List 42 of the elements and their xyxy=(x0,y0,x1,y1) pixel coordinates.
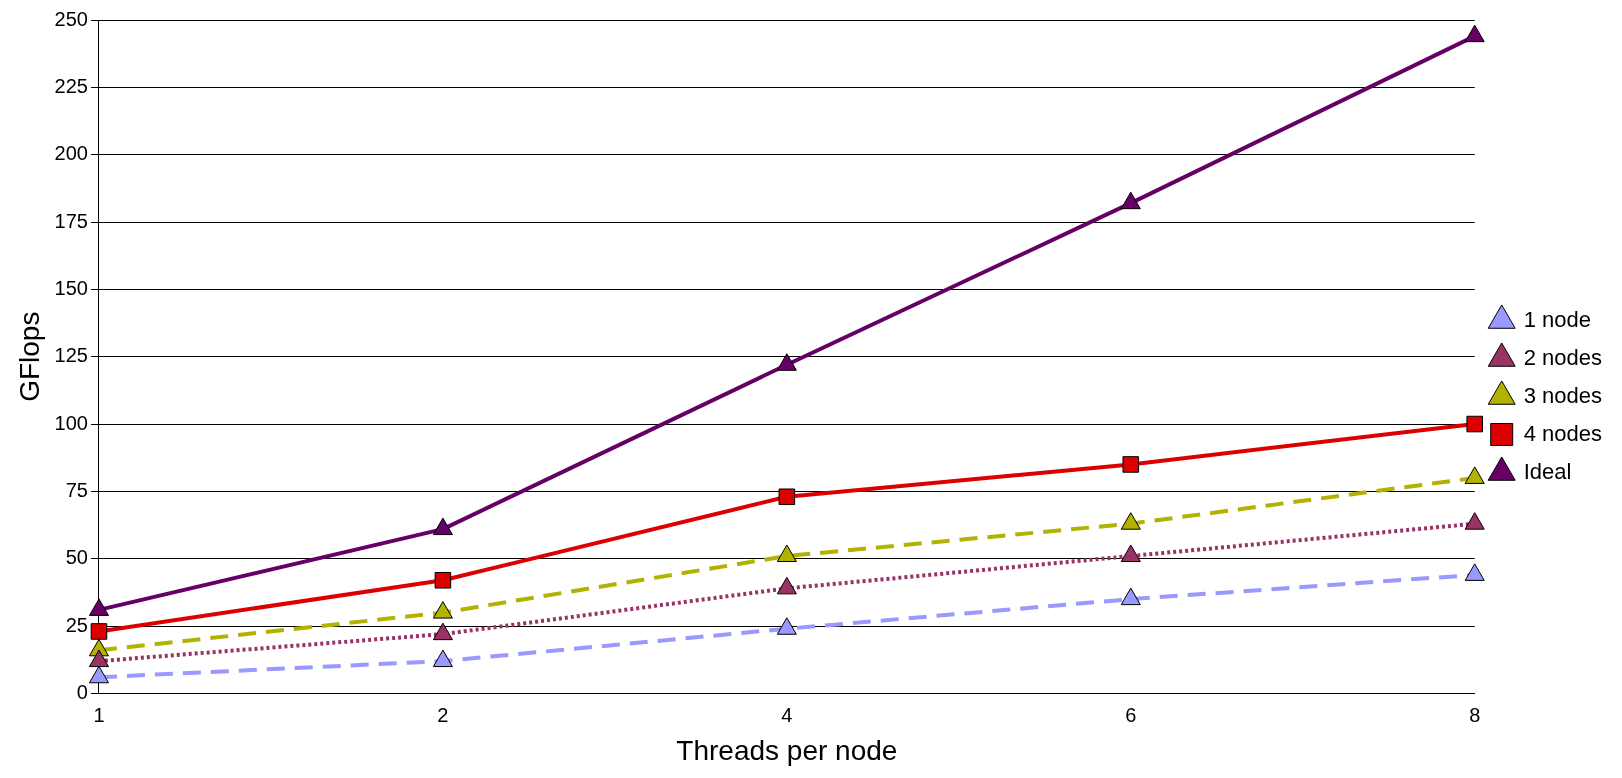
point xyxy=(1464,512,1485,530)
x-tick-label: 2 xyxy=(437,703,449,726)
y-tick-label: 50 xyxy=(65,546,88,569)
legend-label: 2 nodes xyxy=(1523,344,1603,370)
y-tick-label: 150 xyxy=(54,276,88,299)
y-tick-label: 25 xyxy=(65,613,88,636)
y-tick-label: 225 xyxy=(54,74,88,97)
y-tick-label: 175 xyxy=(54,209,88,232)
point xyxy=(1464,466,1485,484)
legend-label: 4 nodes xyxy=(1523,420,1603,446)
point xyxy=(776,576,797,595)
y-tick-label: 100 xyxy=(54,411,88,434)
point xyxy=(1120,587,1141,606)
y-tick-label: 75 xyxy=(65,478,88,501)
point xyxy=(1120,512,1141,530)
point xyxy=(1464,563,1485,581)
point xyxy=(1120,191,1141,210)
point xyxy=(776,617,797,635)
point xyxy=(88,665,109,684)
point xyxy=(776,353,797,371)
legend-label: 1 node xyxy=(1523,306,1592,332)
y-tick-label: 125 xyxy=(54,344,88,367)
x-tick-label: 4 xyxy=(781,703,793,726)
x-tick-label: 1 xyxy=(93,703,105,726)
point xyxy=(1464,24,1485,43)
point xyxy=(432,649,453,668)
point xyxy=(776,544,797,563)
point xyxy=(88,598,109,616)
y-tick-label: 250 xyxy=(54,7,88,30)
x-axis-title: Threads per node xyxy=(676,734,898,766)
point xyxy=(432,601,453,619)
y-tick-label: 200 xyxy=(54,142,88,165)
legend-label: Ideal xyxy=(1523,458,1572,484)
x-tick-label: 6 xyxy=(1125,703,1137,726)
point xyxy=(432,517,453,536)
point xyxy=(88,649,109,668)
legend-label: 3 nodes xyxy=(1523,382,1603,408)
point xyxy=(1120,544,1141,563)
x-tick-label: 8 xyxy=(1469,703,1481,726)
point xyxy=(432,622,453,641)
y-axis-title: GFlops xyxy=(13,311,45,402)
y-tick-label: 0 xyxy=(76,680,88,703)
